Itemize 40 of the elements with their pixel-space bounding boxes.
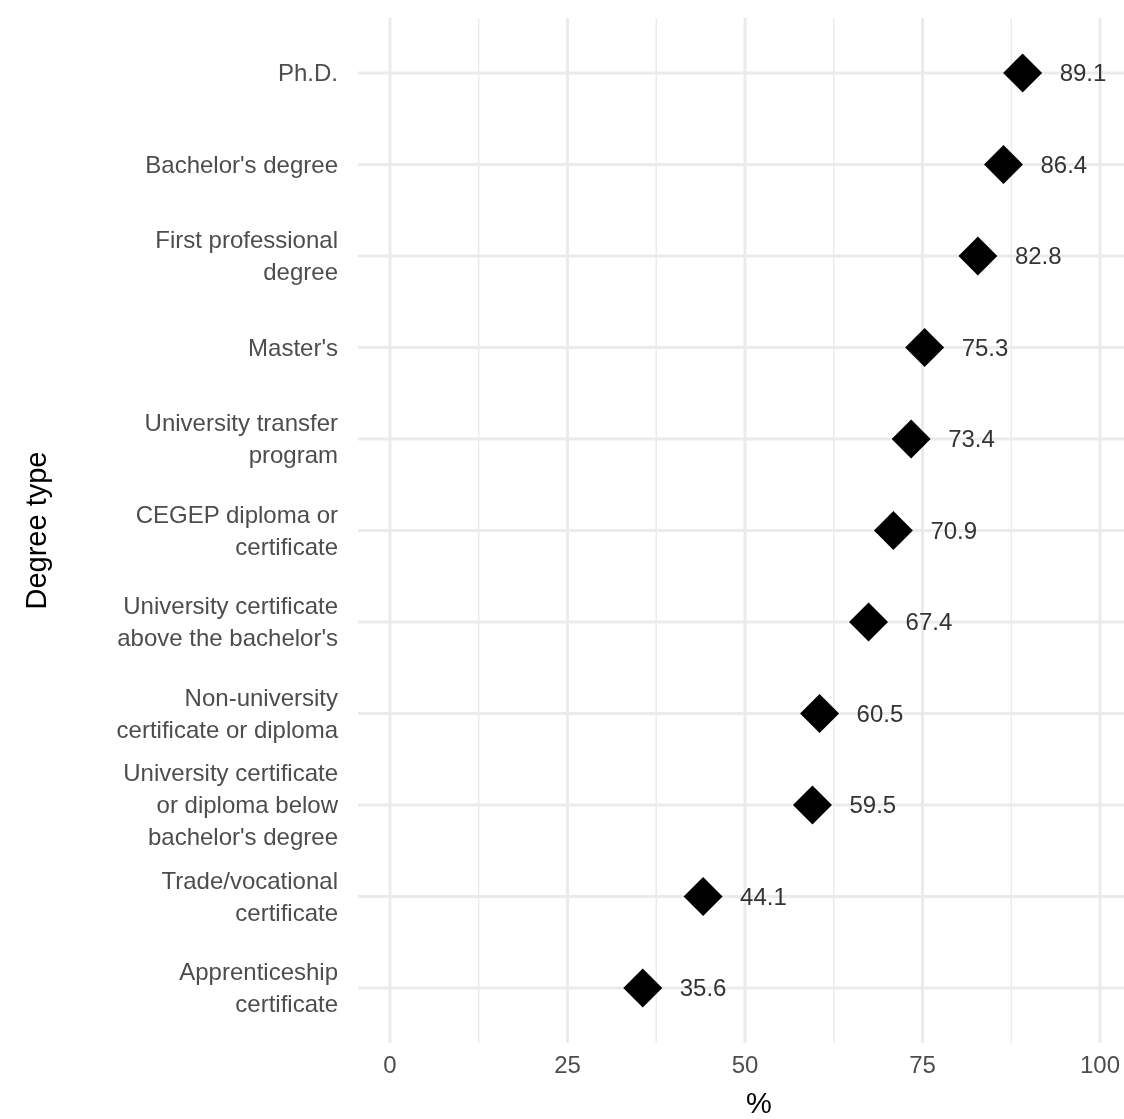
y-tick-label: Ph.D. <box>277 59 338 87</box>
point <box>683 877 723 917</box>
data-label: 82.8 <box>1014 242 1062 270</box>
data-label: 86.4 <box>1040 150 1088 178</box>
data-label: 44.1 <box>740 882 787 910</box>
x-tick-label: 75 <box>909 1051 936 1078</box>
data-label: 70.9 <box>930 516 978 544</box>
point <box>873 511 913 550</box>
data-label: 67.4 <box>905 608 953 636</box>
point <box>905 327 945 367</box>
point <box>1003 53 1043 93</box>
point <box>958 236 998 276</box>
x-tick-label: 50 <box>731 1051 759 1078</box>
y-axis-title: Degree type <box>20 451 52 610</box>
point <box>891 419 931 459</box>
data-label: 73.4 <box>948 425 995 453</box>
data-label: 75.3 <box>961 333 1009 361</box>
x-tick-label: 0 <box>383 1051 397 1078</box>
x-tick-label: 25 <box>554 1051 581 1078</box>
point <box>800 694 840 734</box>
data-label: 60.5 <box>856 699 904 727</box>
y-tick-label: Apprenticeship certificate <box>179 958 338 1018</box>
data-label: 59.5 <box>849 791 897 819</box>
data-label: 35.6 <box>679 974 727 1002</box>
y-tick-label: Bachelor's degree <box>145 150 338 178</box>
point <box>849 602 889 642</box>
y-tick-label: CEGEP diploma or certificate <box>135 500 339 560</box>
point <box>623 968 663 1008</box>
y-tick-label: University certificate or diploma below bachelor's degree <box>123 759 339 851</box>
y-tick-label: Non-university certificate or diploma <box>116 683 339 743</box>
y-tick-label: University transfer program <box>144 409 338 469</box>
point <box>792 785 832 825</box>
point <box>983 144 1023 184</box>
y-tick-label: University certificate above the bachelor's <box>117 592 338 652</box>
x-tick-label: 100 <box>1080 1051 1121 1078</box>
x-axis-title: % <box>746 1087 772 1119</box>
y-tick-label: Master's <box>248 333 338 361</box>
y-tick-label: Trade/vocational certificate <box>161 866 338 926</box>
y-tick-label: First professional degree <box>155 226 338 286</box>
data-label: 89.1 <box>1059 59 1107 87</box>
